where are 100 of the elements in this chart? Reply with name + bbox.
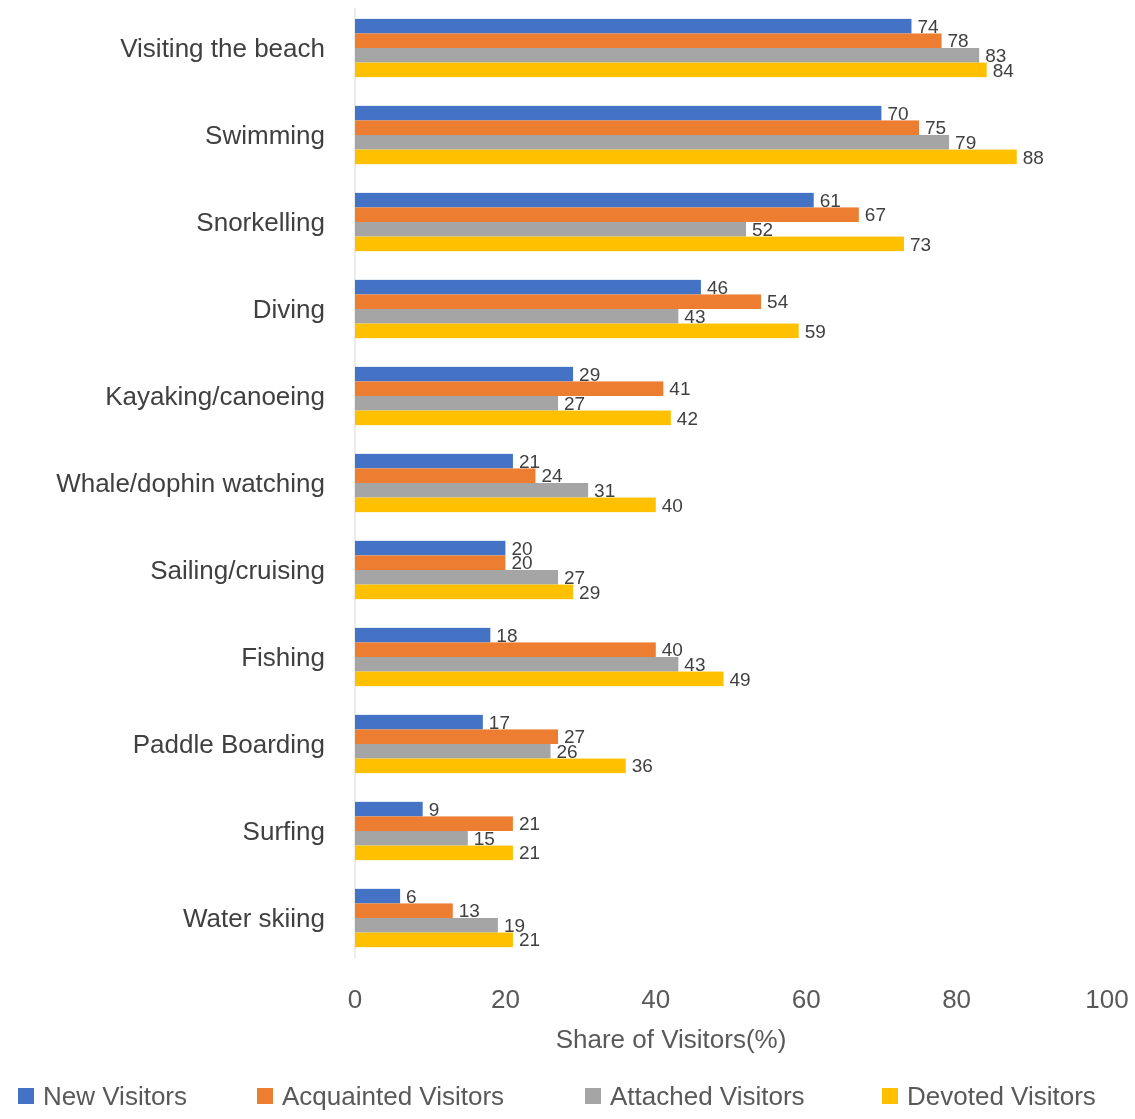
- bar: [355, 830, 468, 846]
- y-tick-label: Swimming: [205, 120, 325, 151]
- bar: [355, 120, 919, 136]
- data-label: 73: [909, 233, 932, 255]
- data-label: 31: [594, 479, 616, 501]
- bar: [355, 816, 513, 831]
- bar: [355, 570, 559, 585]
- data-label: 70: [887, 102, 909, 124]
- x-tick-label: 60: [791, 984, 821, 1014]
- bar: [355, 932, 513, 948]
- bar: [355, 366, 574, 382]
- bar: [355, 207, 859, 223]
- bar: [355, 555, 506, 570]
- x-tick-label: 20: [490, 984, 520, 1014]
- bar: [355, 236, 904, 252]
- x-tick-label: 100: [1085, 984, 1129, 1014]
- y-tick-label: Diving: [252, 294, 325, 325]
- data-label: 40: [661, 494, 683, 516]
- bar: [355, 309, 679, 324]
- data-label: 29: [579, 363, 601, 385]
- bar: [355, 656, 679, 672]
- data-label: 40: [661, 639, 683, 661]
- data-label: 13: [458, 900, 480, 922]
- bar: [355, 396, 559, 411]
- data-label: 29: [579, 581, 601, 603]
- data-label: 9: [428, 798, 440, 820]
- bar: [355, 192, 814, 208]
- bar: [355, 801, 423, 817]
- bar: [355, 468, 536, 483]
- data-label: 61: [819, 189, 841, 211]
- bar: [355, 917, 498, 933]
- data-label: 27: [564, 392, 586, 414]
- bar: [355, 18, 912, 34]
- data-label: 21: [518, 450, 541, 472]
- bar: [355, 584, 574, 600]
- data-label: 67: [864, 204, 886, 226]
- y-tick-label: Fishing: [241, 642, 325, 673]
- bar: [355, 758, 626, 774]
- bar: [355, 323, 799, 339]
- x-tick-label: 40: [641, 984, 671, 1014]
- data-label: 43: [684, 653, 706, 675]
- data-label: 42: [676, 407, 698, 429]
- legend-label: Attached Visitors: [610, 1081, 805, 1112]
- bar: [355, 410, 671, 426]
- y-tick-label: Kayaking/canoeing: [105, 381, 325, 412]
- bar: [355, 743, 551, 759]
- bar: [355, 671, 724, 687]
- y-tick-label: Water skiing: [182, 903, 325, 934]
- y-tick-label: Whale/dophin watching: [56, 468, 325, 499]
- data-label: 49: [729, 668, 751, 690]
- bar: [355, 483, 589, 498]
- data-label: 46: [706, 276, 729, 298]
- y-tick-label: Sailing/cruising: [150, 555, 325, 586]
- data-label: 6: [406, 885, 417, 907]
- bar: [355, 33, 942, 49]
- bar: [355, 62, 987, 78]
- bar: [355, 48, 980, 63]
- legend-label: Devoted Visitors: [907, 1081, 1096, 1112]
- data-label: 21: [518, 813, 541, 835]
- bar: [355, 105, 882, 121]
- bar: [355, 381, 664, 396]
- x-tick-label: 80: [942, 984, 972, 1014]
- bar: [355, 135, 950, 150]
- bar: [355, 903, 453, 918]
- data-label: 15: [473, 827, 495, 849]
- data-label: 36: [631, 755, 653, 777]
- bar: [355, 888, 401, 904]
- bar: [355, 540, 506, 556]
- data-label: 52: [752, 218, 774, 240]
- data-label: 43: [684, 305, 706, 327]
- bar: [355, 453, 513, 469]
- bar: [355, 294, 762, 310]
- bar: [355, 729, 559, 744]
- y-tick-label: Visiting the beach: [120, 33, 325, 64]
- data-label: 74: [917, 15, 940, 37]
- y-tick-label: Paddle Boarding: [132, 729, 325, 760]
- data-label: 54: [767, 291, 789, 313]
- bar: [355, 627, 491, 643]
- data-label: 88: [1022, 146, 1044, 168]
- bar: [355, 149, 1017, 165]
- data-label: 24: [541, 465, 564, 487]
- x-tick-label: 0: [347, 984, 363, 1014]
- bar: [355, 497, 656, 513]
- legend-label: Acquainted Visitors: [282, 1081, 505, 1112]
- bar: [355, 845, 513, 861]
- data-label: 79: [955, 131, 977, 153]
- bar: [355, 279, 701, 295]
- x-axis-title: Share of Visitors(%): [555, 1024, 787, 1054]
- legend-label: New Visitors: [43, 1081, 188, 1112]
- y-tick-label: Surfing: [242, 816, 325, 847]
- data-label: 18: [496, 624, 518, 646]
- bar: [355, 642, 656, 657]
- data-label: 75: [925, 117, 947, 139]
- data-label: 59: [804, 320, 826, 342]
- data-label: 17: [488, 711, 510, 733]
- bar: [355, 714, 483, 730]
- data-label: 41: [669, 378, 691, 400]
- bar: [355, 222, 747, 237]
- data-label: 78: [947, 30, 969, 52]
- data-label: 21: [518, 842, 541, 864]
